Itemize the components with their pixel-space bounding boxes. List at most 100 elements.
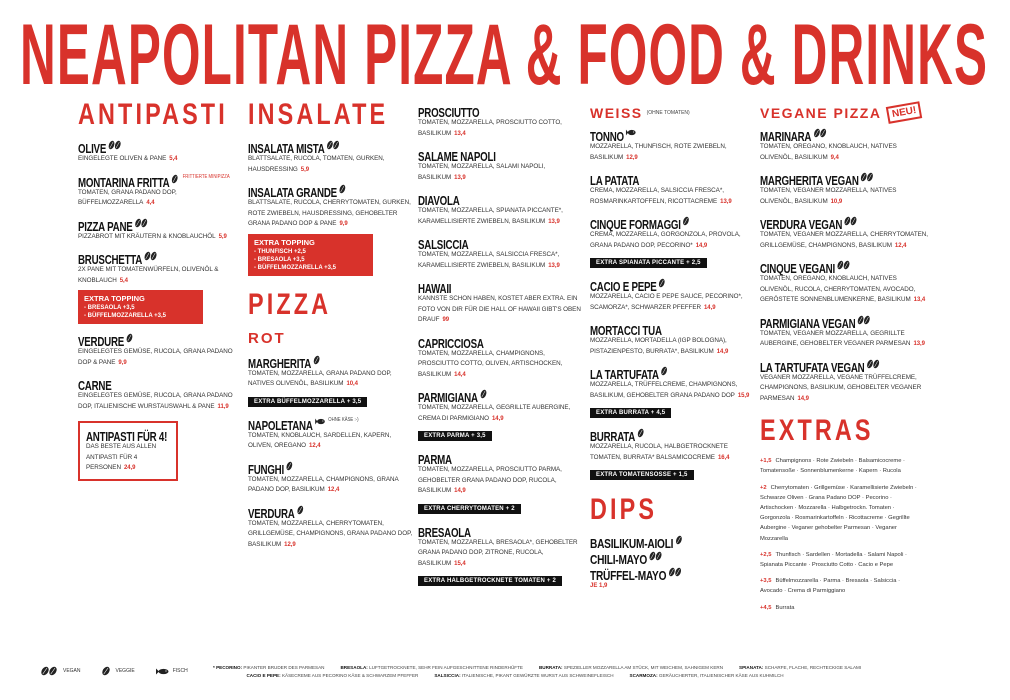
item-name-line: LA PATATA: [590, 172, 755, 188]
item-name: BASILIKUM-AIOLI: [590, 536, 674, 552]
section-subheading: ROT: [248, 329, 286, 347]
item-description: Tomaten, Mozzarella, Cherrytomaten, Gril…: [248, 519, 413, 551]
item-name-wrap: FUNGHI: [248, 461, 294, 479]
glossary-term: SCARMOZA:: [629, 673, 658, 678]
item-name-line: MARGHERITA: [248, 355, 413, 371]
item-name-wrap: SALAME NAPOLI: [418, 148, 496, 166]
item-name: SALSICCIA: [418, 238, 469, 252]
item-name-line: MARGHERITA VEGAN: [760, 172, 930, 189]
item-name-wrap: PROSCIUTTO: [418, 104, 480, 122]
menu-title-text: NEAPOLITAN PIZZA & FOOD & DRINKS: [20, 7, 989, 103]
vegan-icon: [41, 666, 57, 676]
item-name-line: CAPRICCIOSA: [418, 335, 583, 351]
item-name-line: NAPOLETANA OHNE KÄSE :-): [248, 417, 413, 433]
item-name: MARGHERITA: [248, 356, 312, 371]
item-description: Eingelegte Oliven & Pane 5,4: [78, 154, 238, 165]
item-name-wrap: BASILIKUM-AIOLI: [590, 535, 683, 553]
menu-item: BRUSCHETTA 2x Pane mit Tomatenwürfeln, Ol…: [78, 251, 238, 324]
item-name: CAPRICCIOSA: [418, 336, 484, 351]
item-description: Mozzarella, Cacio e Pepe Sauce, Pecorino…: [590, 292, 755, 313]
menu-column: VEGANE PIZZA NEU! MARINARA Tomaten, Oregano…: [760, 101, 930, 619]
vegan-icon: [861, 173, 874, 182]
item-name: VERDURA: [248, 506, 295, 521]
item-name-line: PIZZA PANE: [78, 218, 238, 234]
item-name-wrap: CHILI-MAYO: [590, 551, 663, 569]
item-price: 9,9: [118, 359, 127, 366]
extra-topping-line: - Bresaola +3,5: [84, 305, 135, 311]
glossary-row: * PECORINO: PIKANTER BRUDER DES PARMESAN…: [205, 664, 861, 672]
item-name: MARINARA: [760, 130, 812, 145]
extra-topping-box: EXTRA TOPPING - Thunfisch +2,5- Bresaola …: [248, 233, 373, 276]
item-name-wrap: MONTARINA FRITTA FRITTIERTE MINIPIZZA: [78, 174, 230, 192]
item-name-wrap: NAPOLETANA OHNE KÄSE :-): [248, 417, 359, 435]
item-name: MARGHERITA VEGAN: [760, 174, 859, 189]
item-name: CHILI-MAYO: [590, 552, 648, 568]
item-description-text: Tomaten, Mozzarella, Bresaola*, gehobelt…: [418, 538, 578, 567]
glossary-definition: LUFTGETROCKNETE, SEHR FEIN AUFGESCHNITTE…: [369, 665, 523, 670]
legend-label: FISCH: [172, 668, 188, 674]
glossary-definition: ITALIENISCHE, PIKANT GEWÜRZTE WURST AUS …: [461, 673, 614, 678]
item-name: BRUSCHETTA: [78, 253, 143, 267]
veggie-icon: [675, 536, 682, 545]
item-price: 5,9: [218, 233, 227, 240]
menu-item: CINQUE VEGANI Tomaten, Oregano, Knoblauch…: [760, 260, 930, 306]
glossary-definition: GERÄUCHERTER, ITALIENISCHER KÄSE AUS KUH…: [658, 673, 784, 678]
item-name-line: INSALATA MISTA: [248, 140, 413, 156]
item-price: 12,9: [626, 154, 638, 161]
section-heading: INSALATE: [248, 98, 389, 131]
item-description-text: Tomaten, Mozzarella, Champignons, Prosci…: [418, 349, 563, 378]
item-price: 4,4: [146, 200, 155, 206]
glossary-entry: BRESAOLA: LUFTGETROCKNETE, SEHR FEIN AUF…: [340, 665, 523, 670]
item-description-text: Tomaten, Mozzarella, gegrillte Aubergine…: [418, 404, 571, 422]
section-header: ANTIPASTI: [78, 100, 238, 130]
item-note: FRITTIERTE MINIPIZZA: [182, 173, 230, 180]
item-name-wrap: TONNO: [590, 128, 636, 146]
item-description: Tomaten, Mozzarella, Salami Napoli, Basi…: [418, 162, 583, 183]
item-description: Eingelegtes Gemüse, Rucola, Grana Padano…: [78, 347, 238, 368]
item-price: 14,9: [716, 348, 729, 355]
glossary-term: BRESAOLA:: [340, 665, 368, 670]
item-name: BRESAOLA: [418, 525, 471, 540]
item-description-text: Tomaten, Mozzarella, Salsiccia Fresca*, …: [418, 251, 560, 269]
glossary-entry: SALSICCIA: ITALIENISCHE, PIKANT GEWÜRZTE…: [434, 673, 613, 678]
item-name: BURRATA: [590, 430, 636, 445]
menu-column: WEISS (OHNE TOMATEN) TONNO Mozzarella, Thun…: [590, 104, 755, 589]
extras-price: +4,5: [760, 604, 772, 611]
glossary-entry: CACIO E PEPE: KÄSECREME AUS PECORINO KÄS…: [246, 673, 418, 678]
menu-item: BASILIKUM-AIOLI: [590, 535, 755, 551]
fish-icon: [155, 668, 169, 674]
item-price: 13,9: [548, 218, 560, 225]
extras-row: +2 Cherrytomaten · Grillgemüse · Karamell…: [760, 483, 920, 544]
item-price: 10,4: [346, 381, 358, 387]
item-name: LA TARTUFATA: [590, 368, 659, 383]
item-name-wrap: CINQUE FORMAGGI: [590, 216, 691, 234]
menu-item: CAPRICCIOSA Tomaten, Mozzarella, Champign…: [418, 335, 583, 381]
item-name-line: OLIVE: [78, 140, 238, 156]
item-name-wrap: INSALATA MISTA: [248, 140, 341, 158]
item-name-wrap: VERDURA: [248, 505, 305, 523]
extra-topping-title: EXTRA TOPPING: [84, 294, 145, 303]
menu-item: VERDURA VEGAN Tomaten, veganer Mozzarella…: [760, 216, 930, 251]
extra-option-bar: EXTRA TOMATENSOSSE + 1,5: [590, 470, 694, 481]
item-description-text: Tomaten, Mozzarella, Spianata Piccante*,…: [418, 207, 563, 225]
section-heading: ANTIPASTI: [78, 98, 228, 131]
item-name: CACIO E PEPE: [590, 280, 657, 295]
item-name-line: FUNGHI: [248, 461, 413, 477]
item-price: 13,9: [548, 262, 560, 269]
menu-section: ANTIPASTI OLIVE Eingelegte Oliven & Pane 5,…: [78, 100, 238, 481]
item-description: Mozzarella, Thunfisch, rote Zwiebeln, Ba…: [590, 142, 755, 163]
veggie-icon: [683, 217, 690, 226]
item-description: Das Beste aus allen Antipasti für 4 Pers…: [86, 442, 170, 474]
item-name-line: PARMIGIANA VEGAN: [760, 315, 930, 331]
item-name-wrap: INSALATA GRANDE: [248, 184, 347, 202]
glossary-entry: BURRATA: SPEZIELLER MOZZARELLA AM STÜCK,…: [539, 665, 723, 670]
glossary-term: * PECORINO:: [213, 665, 243, 670]
item-name-line: MORTACCI TUA: [590, 322, 755, 338]
section-header: DIPS: [590, 495, 755, 525]
menu-item: CARNE Eingelegtes Gemüse, Rucola, Grana P…: [78, 377, 238, 412]
item-price: 13,9: [720, 198, 732, 205]
menu-item: PROSCIUTTO Tomaten, Mozzarella, Prosciutt…: [418, 104, 583, 139]
item-name-wrap: BRESAOLA: [418, 524, 471, 542]
menu-column: INSALATE INSALATA MISTA Blattsalate, Rucol…: [248, 100, 413, 559]
legend-item: FISCH: [153, 667, 188, 676]
